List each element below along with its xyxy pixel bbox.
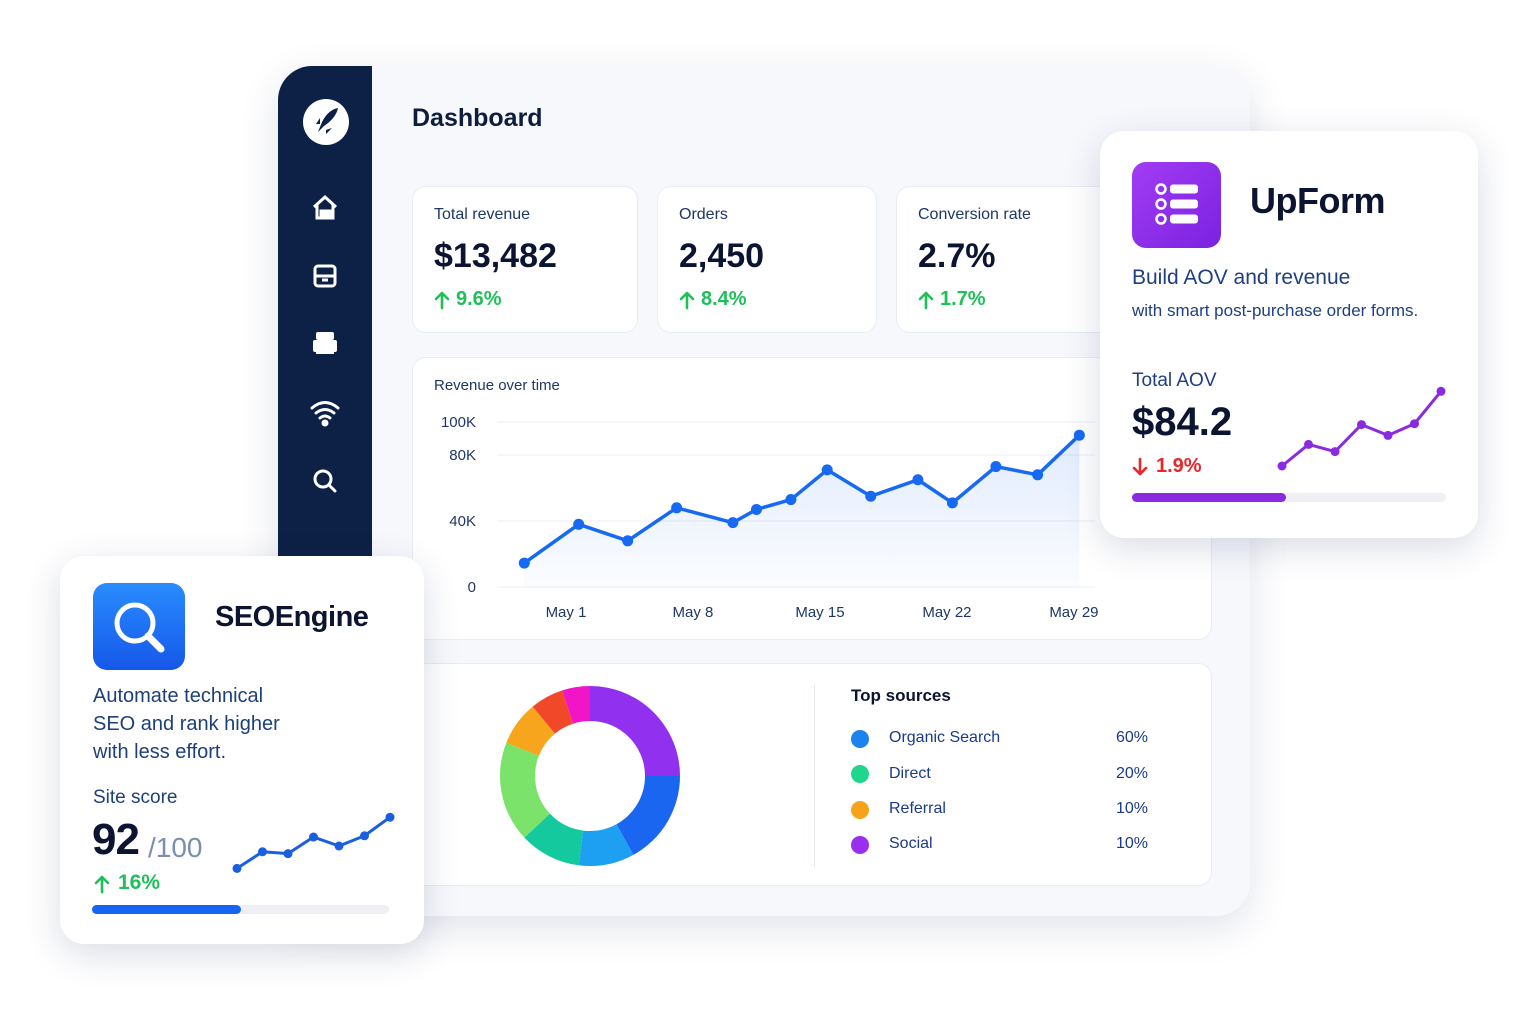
kpi-change: 8.4% xyxy=(701,288,747,310)
form-line xyxy=(1170,199,1198,209)
sparkline xyxy=(1277,386,1446,471)
kpi-card xyxy=(657,186,877,333)
kpi-card xyxy=(896,186,1126,333)
product-description: SEO and rank higher xyxy=(93,713,280,735)
sparkline-point xyxy=(1357,420,1366,430)
kpi-value: $13,482 xyxy=(434,237,557,276)
legend-share: 20% xyxy=(1115,764,1148,782)
progress-fill xyxy=(92,905,241,914)
sparkline-point xyxy=(309,832,318,842)
sparkline-point xyxy=(385,812,395,822)
sparkline-line xyxy=(236,815,391,870)
kpi-label: Orders xyxy=(679,206,728,224)
icon-bg xyxy=(93,583,185,670)
metric-label: Total AOV xyxy=(1132,369,1217,391)
arrow-icon xyxy=(679,291,695,310)
nav-archive[interactable] xyxy=(313,264,337,288)
legend-dot xyxy=(851,765,869,784)
legend-name: Direct xyxy=(889,764,931,782)
sources-divider xyxy=(814,685,815,867)
kpi-value: 2,450 xyxy=(679,237,765,276)
sparkline xyxy=(232,812,395,873)
arrow-icon xyxy=(1132,457,1148,476)
form-bullet xyxy=(1155,198,1167,210)
metric-suffix: /100 xyxy=(148,831,203,863)
metric-change: 16% xyxy=(118,871,161,895)
sources-card xyxy=(412,663,1212,886)
magnifier xyxy=(114,602,156,644)
kpi-trend-arrow xyxy=(434,291,450,310)
arrow-icon xyxy=(918,291,934,310)
product-description: with less effort. xyxy=(93,741,227,763)
metric-value: 92 xyxy=(92,814,140,864)
kpi-trend-arrow xyxy=(679,291,695,310)
nav-wifi[interactable] xyxy=(310,401,340,427)
product-name: SEOEngine xyxy=(215,601,369,634)
kpi-card xyxy=(412,186,638,333)
legend-name: Referral xyxy=(889,799,946,817)
legend-name: Organic Search xyxy=(889,729,1001,747)
legend-share: 10% xyxy=(1115,835,1148,853)
sparkline-point xyxy=(1410,419,1419,429)
nav-home[interactable] xyxy=(312,194,338,220)
arrow-icon xyxy=(434,291,450,310)
sparkline-point xyxy=(232,863,242,873)
sparkline-point xyxy=(1383,430,1393,440)
sparkline-point xyxy=(1436,386,1446,396)
metric-label: Site score xyxy=(93,786,178,808)
magnifier-handle xyxy=(144,632,165,653)
seo-icon xyxy=(93,583,185,670)
progress-track xyxy=(92,905,389,914)
sparkline-point xyxy=(1304,439,1313,449)
legend-dot xyxy=(851,800,869,819)
rocket-icon xyxy=(316,108,338,134)
sparkline-point xyxy=(1330,447,1340,457)
kpi-value: 2.7% xyxy=(918,237,996,276)
sparkline-point xyxy=(283,849,293,859)
chart-title: Revenue over time xyxy=(434,376,560,394)
form-bullet xyxy=(1155,183,1167,195)
product-subhead: with smart post-purchase order forms. xyxy=(1132,300,1419,320)
revenue-card xyxy=(412,357,1212,640)
product-description: Automate technical xyxy=(93,685,264,707)
sparkline-point xyxy=(1277,461,1287,471)
progress-fill xyxy=(1132,493,1286,502)
kpi-change: 1.7% xyxy=(940,288,986,310)
kpi-change: 9.6% xyxy=(456,288,502,310)
kpi-label: Total revenue xyxy=(434,206,531,224)
dashboard-title: Dashboard xyxy=(412,104,543,132)
legend-share: 60% xyxy=(1115,729,1148,747)
form-line xyxy=(1170,214,1198,224)
trend-arrow xyxy=(1132,457,1148,476)
legend-dot xyxy=(851,730,869,748)
form-line xyxy=(1170,184,1198,194)
legend-name: Social xyxy=(889,835,933,853)
upform-icon xyxy=(1132,162,1221,248)
product-headline: Build AOV and revenue xyxy=(1132,266,1351,290)
arrow-icon xyxy=(94,875,110,894)
metric-value: $84.2 xyxy=(1132,400,1233,444)
kpi-trend-arrow xyxy=(918,291,934,310)
sparkline-point xyxy=(334,841,344,851)
legend-dot xyxy=(851,835,869,854)
sparkline-point xyxy=(258,847,267,857)
nav-printer[interactable] xyxy=(313,332,337,354)
kpi-label: Conversion rate xyxy=(918,206,1031,224)
form-bullet xyxy=(1155,213,1167,225)
trend-arrow xyxy=(94,875,110,894)
legend-share: 10% xyxy=(1115,799,1148,817)
sources-title: Top sources xyxy=(851,685,951,705)
product-name: UpForm xyxy=(1250,180,1386,222)
sparkline-point xyxy=(360,831,369,841)
metric-change: 1.9% xyxy=(1156,455,1202,477)
progress-track xyxy=(1132,493,1446,502)
sidebar-icons xyxy=(303,99,349,493)
nav-search[interactable] xyxy=(313,469,337,493)
